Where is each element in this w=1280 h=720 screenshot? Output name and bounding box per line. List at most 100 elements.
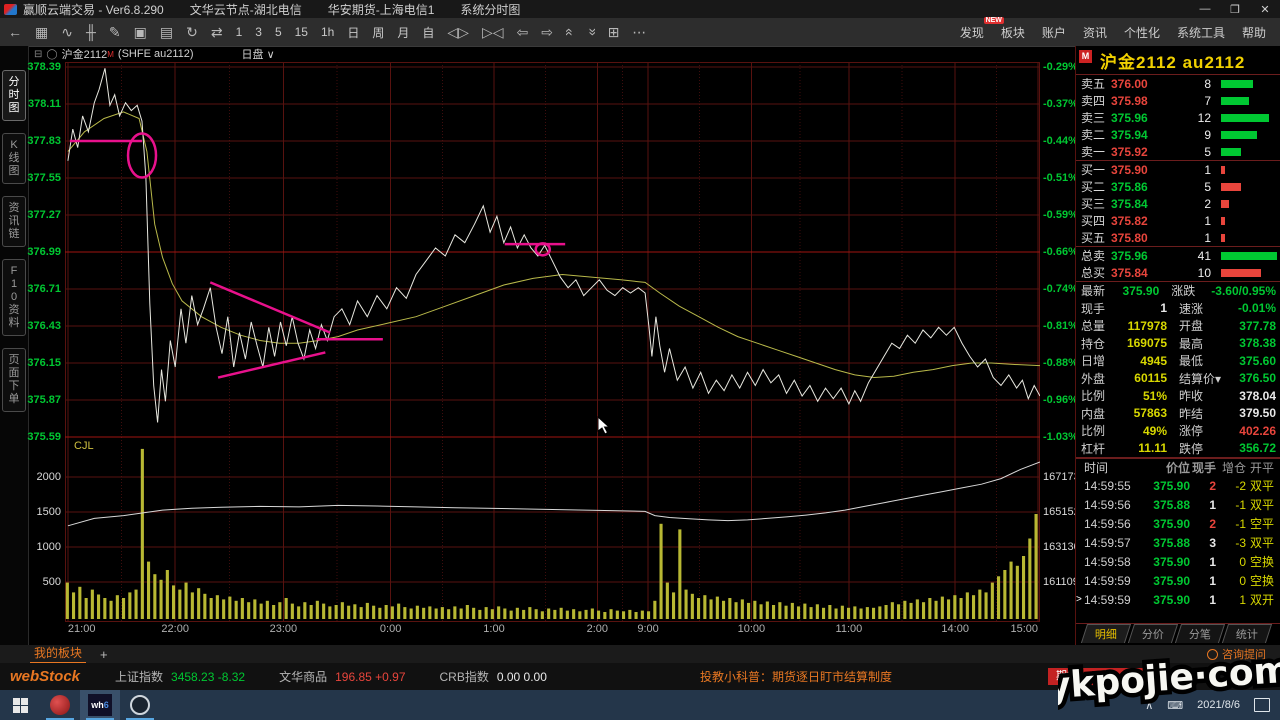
taskbar-app-wh6[interactable]: wh 6	[80, 690, 120, 720]
ladder-row[interactable]: 买四 375.82 1	[1076, 212, 1280, 229]
promo-badge[interactable]: 期货	[1048, 668, 1144, 685]
compare-icon[interactable]: ⇄	[210, 24, 223, 40]
index-item[interactable]: CRB指数 0.00 0.00	[439, 670, 547, 684]
maximize-button[interactable]: ❐	[1230, 3, 1240, 16]
index-item[interactable]: 上证指数 3458.23 -8.32	[115, 670, 246, 684]
menu-发现[interactable]: 发现 NEW	[959, 16, 1004, 40]
scroll-down-icon[interactable]: «	[582, 28, 599, 36]
refresh-icon[interactable]: ↻	[186, 24, 198, 40]
tape-tab-明细[interactable]: 明细	[1080, 623, 1132, 643]
stats-row: 外盘 60115 结算价▾ 376.50	[1081, 371, 1276, 386]
taskbar: wh 6 ∧ ⌨ 2021/8/6	[0, 690, 1280, 720]
minimize-button[interactable]: —	[1199, 2, 1211, 15]
ladder-row[interactable]: 卖四 375.98 7	[1076, 92, 1280, 109]
page-right-icon[interactable]: ⇨	[541, 24, 553, 40]
time-axis: 21:00 22:00 23:00 0:00 1:00 2:00 9:00 10:00 11:0…	[65, 623, 1040, 638]
sidebar-tab-资讯链[interactable]: 资讯链	[2, 196, 26, 247]
page-title: 系统分时图	[460, 2, 521, 17]
ladder-row[interactable]: 买二 375.86 5	[1076, 178, 1280, 195]
price-axis-label: 375.87	[27, 393, 61, 406]
kline-icon[interactable]: ╫	[85, 24, 96, 40]
save-icon[interactable]: ▤	[159, 24, 174, 40]
quote-board-icon[interactable]: ▦	[35, 24, 49, 40]
period-button-自[interactable]: 自	[422, 25, 435, 40]
page-left-icon[interactable]: ⇦	[516, 24, 529, 40]
order-book: 卖五 376.00 8 卖四 375.98 7 卖三 375.96 12 卖二 375.94 9 卖一 3…	[1076, 75, 1280, 247]
chart-symbol: 沪金2112	[61, 49, 108, 61]
stats-row: 持仓 169075 最高 378.38	[1081, 336, 1276, 351]
tape-tab-分笔[interactable]: 分笔	[1174, 623, 1226, 643]
ladder-row[interactable]: 总卖 375.96 41	[1076, 247, 1280, 264]
menu-板块[interactable]: 板块	[1000, 25, 1025, 40]
new-badge: NEW	[983, 16, 1004, 24]
period-button-周[interactable]: 周	[372, 25, 385, 40]
period-button-5[interactable]: 5	[274, 25, 282, 39]
chart-circle-icon[interactable]: ◯	[46, 48, 58, 60]
timeshare-icon[interactable]: ∿	[61, 24, 73, 40]
taskbar-app-red[interactable]	[40, 690, 80, 720]
period-button-3[interactable]: 3	[255, 25, 262, 39]
open-interest-axis-label: 165152	[1043, 505, 1080, 518]
tray-expand-icon[interactable]: ∧	[1145, 699, 1154, 712]
period-button-1h[interactable]: 1h	[320, 25, 335, 39]
menu-系统工具[interactable]: 系统工具	[1176, 25, 1225, 40]
start-button[interactable]	[0, 690, 40, 720]
tape-tab-分价[interactable]: 分价	[1127, 623, 1179, 643]
draw-icon[interactable]: ✎	[108, 24, 121, 40]
ladder-row[interactable]: 买三 375.84 2	[1076, 195, 1280, 212]
grid-layout-icon[interactable]: ⊞	[607, 24, 620, 40]
ladder-row[interactable]: 卖二 375.94 9	[1076, 126, 1280, 143]
menu-资讯[interactable]: 资讯	[1082, 25, 1107, 40]
volume-bars	[65, 448, 1038, 619]
add-board-button[interactable]: +	[100, 646, 108, 662]
tray-mic-icon[interactable]: ⌨	[1167, 699, 1184, 712]
ladder-row[interactable]: 买一 375.90 1	[1076, 161, 1280, 178]
zoom-out-icon[interactable]: ◁▷	[447, 24, 469, 40]
back-icon[interactable]: ←	[8, 24, 22, 40]
index-item[interactable]: 文华商品 196.85 +0.97	[279, 670, 406, 684]
volume-axis-label: 1000	[36, 540, 61, 553]
trendline-annotations[interactable]	[69, 132, 566, 379]
period-button-15[interactable]: 15	[294, 25, 308, 39]
education-tip[interactable]: 投教小科普：期货逐日盯市结算制度	[700, 670, 893, 684]
clock-date[interactable]: 2021/8/6	[1197, 698, 1240, 711]
ladder-row[interactable]: 卖三 375.96 12	[1076, 109, 1280, 126]
close-button[interactable]: ✕	[1260, 3, 1270, 16]
toolbar-icons: ← ▦ ∿ ╫ ✎ ▣ ▤ ↻ ⇄ 1 3 5 15 1h 日周月自 ◁▷ ▷◁ ⇦ ⇨ « « ⊞ ⋯	[8, 24, 646, 41]
sidebar-tab-分时图[interactable]: 分时图	[2, 70, 26, 121]
stats-row: 现手 1 速涨 -0.01%	[1081, 301, 1276, 316]
tape-tab-统计[interactable]: 统计	[1221, 623, 1273, 643]
ladder-row[interactable]: 卖五 376.00 8	[1076, 75, 1280, 92]
price-axis-label: 377.27	[27, 208, 61, 221]
action-center-icon[interactable]	[1254, 698, 1270, 712]
period-button-日[interactable]: 日	[347, 25, 360, 40]
consult-link[interactable]: 咨询提问	[1207, 646, 1266, 662]
open-interest-axis-label: 161109	[1043, 575, 1079, 588]
session-dropdown[interactable]: 日盘 ∨	[241, 49, 275, 61]
price-axis-label: 378.39	[27, 60, 61, 73]
tab-my-board[interactable]: 我的板块	[30, 644, 87, 664]
ladder-row[interactable]: 卖一 375.92 5	[1076, 143, 1280, 161]
more-icon[interactable]: ⋯	[632, 24, 647, 40]
menu-账户[interactable]: 账户	[1041, 25, 1066, 40]
menu-个性化[interactable]: 个性化	[1123, 25, 1160, 40]
ladder-row[interactable]: 买五 375.80 1	[1076, 229, 1280, 247]
chart-link-icon[interactable]: ⊟	[34, 48, 43, 60]
sidebar-tab-页面下单[interactable]: 页面下单	[2, 348, 26, 412]
tape-list[interactable]: 14:59:55 375.90 2 -2 双平 14:59:56 375.88 1 -1 双平 14…	[1076, 476, 1280, 609]
volume-axis-label: 1500	[36, 505, 61, 518]
timeshare-chart[interactable]	[65, 62, 1040, 622]
percent-axis-label: -0.59%	[1043, 208, 1078, 221]
period-button-1[interactable]: 1	[235, 25, 243, 39]
ladder-row[interactable]: 总买 375.84 10	[1076, 264, 1280, 282]
taskbar-app-obs[interactable]	[120, 690, 160, 720]
zoom-in-icon[interactable]: ▷◁	[481, 24, 504, 40]
scroll-up-icon[interactable]: «	[561, 28, 578, 36]
order-ticket-icon[interactable]: ▣	[133, 24, 147, 40]
percent-axis-label: -0.37%	[1043, 97, 1078, 110]
menu-帮助[interactable]: 帮助	[1241, 25, 1266, 40]
period-button-月[interactable]: 月	[397, 25, 410, 40]
